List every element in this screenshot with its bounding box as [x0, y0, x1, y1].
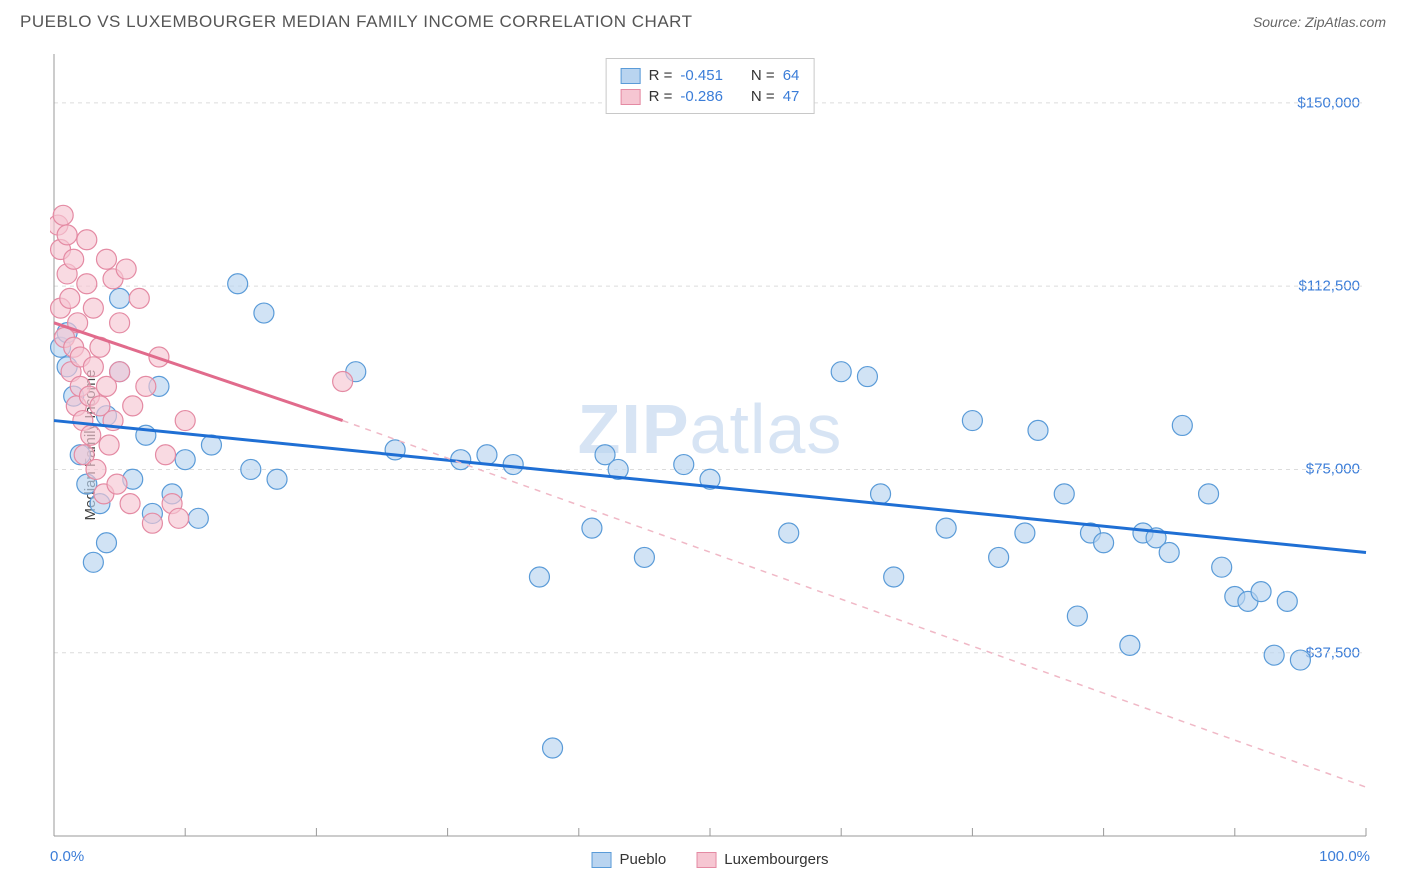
- legend-swatch: [621, 89, 641, 105]
- data-point: [169, 508, 189, 528]
- data-point: [1251, 582, 1271, 602]
- n-value: 47: [783, 88, 800, 105]
- scatter-plot-svg: [50, 50, 1370, 840]
- data-point: [333, 371, 353, 391]
- data-point: [110, 313, 130, 333]
- data-point: [175, 450, 195, 470]
- data-point: [884, 567, 904, 587]
- data-point: [129, 288, 149, 308]
- data-point: [99, 435, 119, 455]
- data-point: [241, 459, 261, 479]
- legend-row: R = -0.451 N = 64: [621, 65, 800, 86]
- data-point: [83, 357, 103, 377]
- n-label: N =: [751, 67, 775, 84]
- legend-swatch: [696, 852, 716, 868]
- data-point: [228, 274, 248, 294]
- data-point: [60, 288, 80, 308]
- data-point: [831, 362, 851, 382]
- data-point: [779, 523, 799, 543]
- data-point: [64, 249, 84, 269]
- data-point: [543, 738, 563, 758]
- series-legend: Pueblo Luxembourgers: [592, 851, 829, 868]
- trend-line: [54, 421, 1366, 553]
- data-point: [57, 225, 77, 245]
- data-point: [1067, 606, 1087, 626]
- data-point: [962, 411, 982, 431]
- data-point: [1028, 420, 1048, 440]
- data-point: [136, 376, 156, 396]
- data-point: [110, 362, 130, 382]
- chart-container: PUEBLO VS LUXEMBOURGER MEDIAN FAMILY INC…: [0, 0, 1406, 892]
- data-point: [1290, 650, 1310, 670]
- legend-item: Luxembourgers: [696, 851, 828, 868]
- legend-item: Pueblo: [592, 851, 667, 868]
- data-point: [857, 367, 877, 387]
- data-point: [674, 455, 694, 475]
- data-point: [86, 459, 106, 479]
- data-point: [116, 259, 136, 279]
- r-label: R =: [649, 88, 673, 105]
- data-point: [81, 425, 101, 445]
- data-point: [120, 494, 140, 514]
- x-axis-max-label: 100.0%: [1319, 848, 1370, 865]
- data-point: [156, 445, 176, 465]
- data-point: [634, 547, 654, 567]
- legend-swatch: [592, 852, 612, 868]
- legend-row: R = -0.286 N = 47: [621, 86, 800, 107]
- legend-label: Luxembourgers: [724, 851, 828, 868]
- data-point: [1264, 645, 1284, 665]
- data-point: [1015, 523, 1035, 543]
- data-point: [936, 518, 956, 538]
- r-value: -0.451: [680, 67, 723, 84]
- data-point: [1212, 557, 1232, 577]
- header: PUEBLO VS LUXEMBOURGER MEDIAN FAMILY INC…: [0, 0, 1406, 36]
- data-point: [254, 303, 274, 323]
- data-point: [1199, 484, 1219, 504]
- r-value: -0.286: [680, 88, 723, 105]
- legend-swatch: [621, 68, 641, 84]
- data-point: [1120, 635, 1140, 655]
- data-point: [871, 484, 891, 504]
- data-point: [1277, 591, 1297, 611]
- n-label: N =: [751, 88, 775, 105]
- data-point: [1159, 543, 1179, 563]
- data-point: [83, 552, 103, 572]
- n-value: 64: [783, 67, 800, 84]
- trend-line-extension: [343, 421, 1366, 788]
- data-point: [96, 249, 116, 269]
- data-point: [96, 533, 116, 553]
- data-point: [77, 230, 97, 250]
- data-point: [110, 288, 130, 308]
- correlation-legend: R = -0.451 N = 64 R = -0.286 N = 47: [606, 58, 815, 114]
- plot-area: Median Family Income ZIPatlas R =-0.451N…: [50, 50, 1370, 840]
- data-point: [123, 396, 143, 416]
- data-point: [582, 518, 602, 538]
- data-point: [1054, 484, 1074, 504]
- legend-label: Pueblo: [620, 851, 667, 868]
- data-point: [1094, 533, 1114, 553]
- data-point: [529, 567, 549, 587]
- data-point: [188, 508, 208, 528]
- data-point: [267, 469, 287, 489]
- data-point: [53, 205, 73, 225]
- data-point: [477, 445, 497, 465]
- data-point: [1172, 415, 1192, 435]
- data-point: [83, 298, 103, 318]
- data-point: [107, 474, 127, 494]
- x-axis-min-label: 0.0%: [50, 848, 84, 865]
- source-attribution: Source: ZipAtlas.com: [1253, 14, 1386, 30]
- data-point: [77, 274, 97, 294]
- r-label: R =: [649, 67, 673, 84]
- data-point: [175, 411, 195, 431]
- chart-title: PUEBLO VS LUXEMBOURGER MEDIAN FAMILY INC…: [20, 12, 693, 32]
- data-point: [142, 513, 162, 533]
- data-point: [989, 547, 1009, 567]
